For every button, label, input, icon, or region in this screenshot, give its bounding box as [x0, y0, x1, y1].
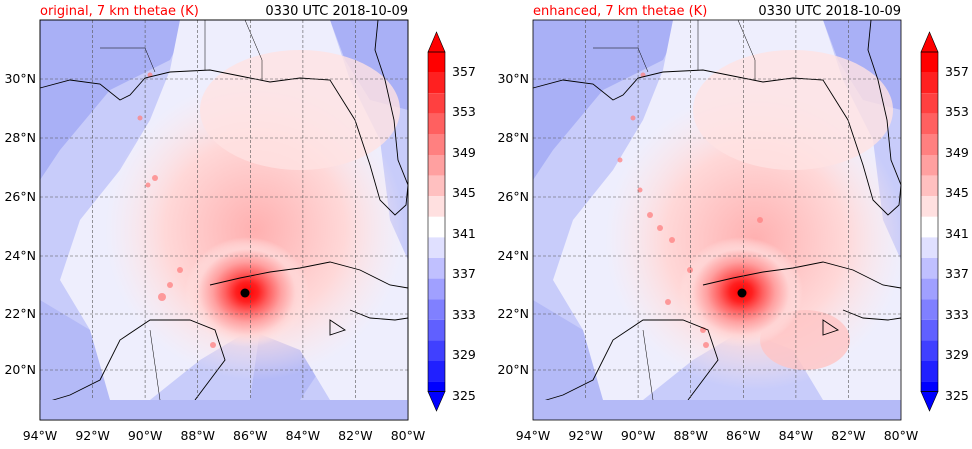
map-frame: [39, 19, 409, 421]
colorbar-extend-min: [427, 391, 446, 412]
colorbar-label: 345: [452, 185, 476, 200]
colorbar-label: 333: [945, 307, 969, 322]
lon-tick: 94°W: [23, 428, 58, 443]
colorbar-label: 357: [945, 64, 969, 79]
map-bottom-fill: [533, 400, 901, 420]
lat-tick: 22°N: [4, 306, 36, 321]
map-area: [39, 19, 409, 421]
panel-original: original, 7 km thetae (K) 0330 UTC 2018-…: [4, 4, 475, 443]
panel-title-left: original, 7 km thetae (K): [40, 4, 199, 19]
colorbar-label: 353: [945, 104, 969, 119]
gridlines: [40, 20, 408, 420]
cool-region: [533, 300, 613, 400]
gridlines: [533, 20, 901, 420]
storm-center-marker: [737, 288, 747, 298]
colorbar-label: 345: [945, 185, 969, 200]
warm-region: [693, 50, 893, 170]
lat-tick: 26°N: [4, 189, 36, 204]
colorbar-label: 349: [945, 145, 969, 160]
colorbar-frame: [427, 51, 446, 392]
colorbar-label: 329: [945, 347, 969, 362]
map-frame: [532, 19, 902, 421]
colorbar-label: 357: [452, 64, 476, 79]
lat-axis: 30°N 28°N 26°N 24°N 22°N 20°N: [4, 71, 36, 377]
colorbar-segments: [428, 52, 445, 392]
lon-tick: 80°W: [391, 428, 426, 443]
lon-tick: 86°W: [233, 428, 268, 443]
colorbar-label: 349: [452, 145, 476, 160]
lat-axis: 30°N 28°N 26°N 24°N 22°N 20°N: [497, 71, 529, 377]
colorbar-label: 333: [452, 307, 476, 322]
colorbar-frame: [920, 51, 939, 392]
colorbar-ticks: 357 353 349 345 341 337 333 329 325: [452, 64, 476, 403]
lon-tick: 82°W: [338, 428, 373, 443]
panel-title-left: enhanced, 7 km thetae (K): [533, 4, 707, 19]
lon-tick: 90°W: [621, 428, 656, 443]
colorbar-label: 325: [452, 388, 476, 403]
lat-tick: 20°N: [497, 362, 529, 377]
colorbar-segments: [921, 52, 938, 392]
lon-tick: 92°W: [75, 428, 110, 443]
lon-tick: 90°W: [128, 428, 163, 443]
panel-title-right: 0330 UTC 2018-10-09: [758, 4, 901, 19]
panel-enhanced: enhanced, 7 km thetae (K) 0330 UTC 2018-…: [497, 4, 968, 443]
colorbar-enhanced: 357 353 349 345 341 337 333 329 325: [920, 31, 969, 412]
cool-region: [40, 300, 120, 400]
lat-tick: 26°N: [497, 189, 529, 204]
lat-tick: 24°N: [497, 248, 529, 263]
lon-axis: 94°W 92°W 90°W 88°W 86°W 84°W 82°W 80°W: [23, 428, 426, 443]
panel-title-right: 0330 UTC 2018-10-09: [265, 4, 408, 19]
lon-tick: 84°W: [779, 428, 814, 443]
colorbar-extend-min: [920, 391, 939, 412]
lon-tick: 82°W: [831, 428, 866, 443]
cool-region: [40, 20, 190, 180]
colorbar-extend-max: [920, 31, 939, 53]
map-area: [532, 19, 905, 421]
lon-tick: 84°W: [286, 428, 321, 443]
colorbar-label: 341: [452, 226, 476, 241]
lon-tick: 86°W: [726, 428, 761, 443]
lat-tick: 20°N: [4, 362, 36, 377]
colorbar-label: 329: [452, 347, 476, 362]
lon-tick: 92°W: [568, 428, 603, 443]
colorbar-extend-max: [427, 31, 446, 53]
cool-region: [533, 20, 683, 180]
colorbar-original: 357 353 349 345 341 337 333 329 325: [427, 31, 476, 412]
lat-tick: 28°N: [497, 130, 529, 145]
colorbar-label: 325: [945, 388, 969, 403]
lat-tick: 30°N: [4, 71, 36, 86]
lon-tick: 88°W: [180, 428, 215, 443]
colorbar-label: 337: [452, 266, 476, 281]
lat-tick: 24°N: [4, 248, 36, 263]
colorbar-label: 337: [945, 266, 969, 281]
lon-tick: 80°W: [884, 428, 919, 443]
lon-tick: 94°W: [516, 428, 551, 443]
warm-region: [200, 50, 400, 170]
map-bottom-fill: [40, 400, 408, 420]
colorbar-ticks: 357 353 349 345 341 337 333 329 325: [945, 64, 969, 403]
lon-axis: 94°W 92°W 90°W 88°W 86°W 84°W 82°W 80°W: [516, 428, 919, 443]
colorbar-label: 353: [452, 104, 476, 119]
storm-center-marker: [240, 288, 250, 298]
lat-tick: 28°N: [4, 130, 36, 145]
convective-cells: [617, 72, 763, 348]
lat-tick: 22°N: [497, 306, 529, 321]
lat-tick: 30°N: [497, 71, 529, 86]
lon-tick: 88°W: [673, 428, 708, 443]
colorbar-label: 341: [945, 226, 969, 241]
